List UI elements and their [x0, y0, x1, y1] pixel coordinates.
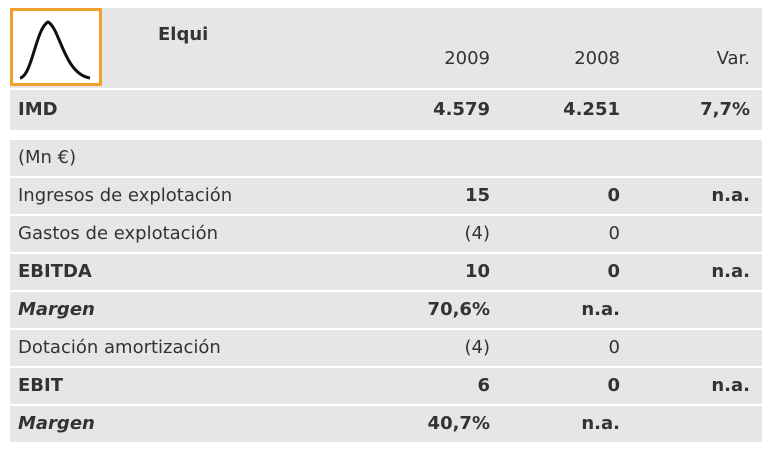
cell: 10 — [464, 261, 490, 282]
cell: 0 — [608, 223, 620, 244]
cell: 0 — [607, 185, 620, 206]
cell: 0 — [607, 261, 620, 282]
column-header: 2009 — [444, 48, 490, 69]
cell: n.a. — [711, 261, 750, 282]
row: EBITDA 10 0 n.a. — [10, 254, 762, 292]
table: Elqui 2009 2008 Var. IMD 4.579 4.251 7,7… — [10, 8, 762, 444]
column-header: Var. — [716, 48, 750, 69]
title: Elqui — [158, 24, 209, 45]
logo — [10, 8, 102, 86]
cell: n.a. — [581, 299, 620, 320]
row: IMD 4.579 4.251 7,7% — [10, 90, 762, 140]
row-label: EBIT — [18, 375, 63, 396]
cell: 15 — [464, 185, 490, 206]
cell: n.a. — [711, 185, 750, 206]
cell: (4) — [464, 223, 491, 244]
row-label: IMD — [18, 99, 58, 120]
row-label: Gastos de explotación — [18, 223, 219, 244]
row-label: Ingresos de explotación — [18, 185, 233, 206]
cell: 70,6% — [427, 299, 490, 320]
cell: 6 — [477, 375, 490, 396]
cell: n.a. — [711, 375, 750, 396]
row: EBIT 6 0 n.a. — [10, 368, 762, 406]
cell: (4) — [464, 337, 491, 358]
header-row: Elqui 2009 2008 Var. — [10, 8, 762, 90]
row-label: Margen — [18, 299, 95, 320]
row-label: EBITDA — [18, 261, 92, 282]
cell: 4.251 — [563, 99, 620, 120]
cell: 0 — [608, 337, 620, 358]
row-label: (Mn €) — [18, 147, 77, 168]
row: Dotación amortización (4) 0 — [10, 330, 762, 368]
row: Gastos de explotación (4) 0 — [10, 216, 762, 254]
cell: 7,7% — [700, 99, 750, 120]
row: Margen 40,7% n.a. — [10, 406, 762, 444]
row: (Mn €) — [10, 140, 762, 178]
cell: n.a. — [581, 413, 620, 434]
row: Margen 70,6% n.a. — [10, 292, 762, 330]
row-label: Dotación amortización — [18, 337, 221, 358]
row: Ingresos de explotación 15 0 n.a. — [10, 178, 762, 216]
cell: 40,7% — [427, 413, 490, 434]
cell: 4.579 — [433, 99, 490, 120]
column-header: 2008 — [574, 48, 620, 69]
cell: 0 — [607, 375, 620, 396]
row-label: Margen — [18, 413, 95, 434]
